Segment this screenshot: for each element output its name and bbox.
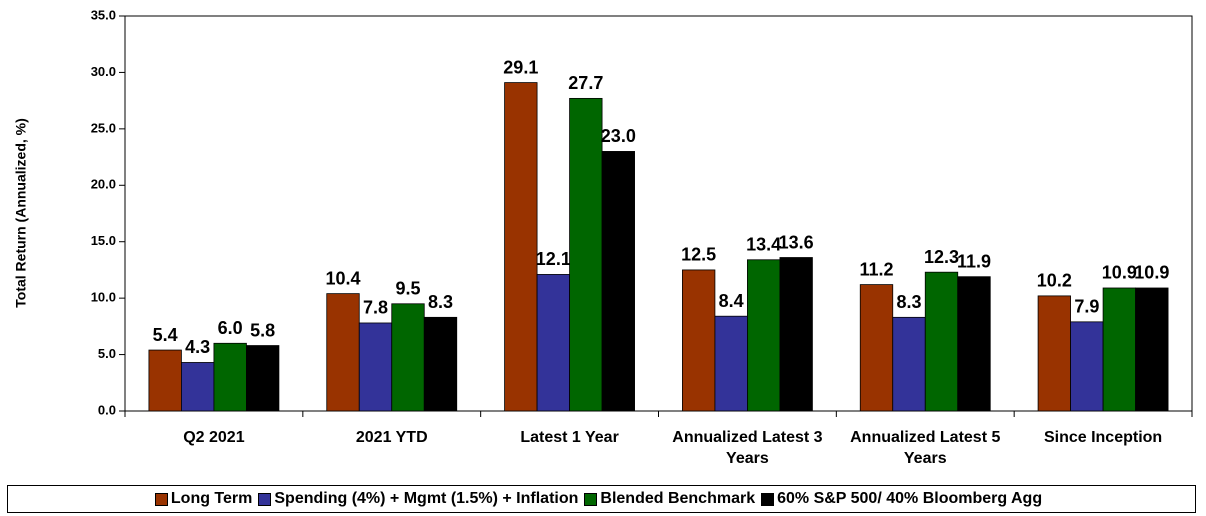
data-label: 4.3 (185, 337, 210, 357)
legend-item: Blended Benchmark (584, 490, 755, 508)
data-label: 8.3 (896, 292, 921, 312)
data-label: 9.5 (395, 279, 420, 299)
data-label: 12.3 (924, 247, 959, 267)
x-tick-label: 2021 YTD (355, 429, 428, 446)
bar (326, 293, 360, 412)
bar (569, 97, 603, 412)
data-label: 10.9 (1102, 263, 1137, 283)
data-label: 12.1 (536, 249, 571, 269)
y-tick-label: 0.0 (98, 402, 116, 417)
data-label: 13.6 (779, 232, 814, 252)
bar (504, 82, 538, 412)
y-tick-label: 20.0 (91, 177, 116, 192)
legend-item: Long Term (154, 490, 253, 508)
data-label: 8.4 (719, 291, 744, 311)
data-label: 10.2 (1037, 271, 1072, 291)
x-tick-label: Annualized Latest 5 Years (850, 429, 1001, 467)
legend-swatch (258, 492, 272, 506)
data-label: 23.0 (601, 126, 636, 146)
y-tick-label: 5.0 (98, 346, 116, 361)
data-label: 8.3 (428, 292, 453, 312)
bar (601, 151, 635, 412)
bar (536, 274, 570, 412)
bar (391, 303, 425, 412)
bar (181, 362, 215, 412)
y-tick-label: 35.0 (91, 7, 116, 22)
data-label: 11.9 (957, 251, 991, 271)
bar (358, 322, 393, 412)
data-label: 27.7 (568, 73, 603, 93)
bar (148, 349, 182, 412)
legend-swatch (584, 492, 598, 506)
bar (957, 276, 991, 412)
data-label: 7.9 (1074, 297, 1099, 317)
bar (246, 345, 280, 412)
y-tick-label: 30.0 (91, 64, 116, 79)
data-label: 29.1 (503, 57, 538, 77)
y-tick-label: 15.0 (91, 233, 116, 248)
bar (1070, 321, 1104, 412)
legend-item: 60% S&P 500/ 40% Bloomberg Agg (761, 490, 1042, 508)
plot: Total Return (Annualized, %) 0.0 5.0 10.0 1… (13, 7, 1193, 417)
bar (747, 259, 781, 412)
bar (714, 315, 748, 412)
data-label: 12.5 (681, 245, 716, 265)
y-tick-label: 10.0 (91, 290, 116, 305)
legend-item: Spending (4%) + Mgmt (1.5%) + Inflation (258, 490, 578, 508)
data-label: 5.4 (153, 325, 178, 345)
bar (859, 284, 894, 412)
bar (1135, 287, 1169, 412)
x-tick-label: Since Inception (1043, 429, 1163, 446)
x-tick-label: Latest 1 Year (520, 429, 619, 446)
data-label: 6.0 (218, 318, 243, 338)
x-tick-label: Q2 2021 (183, 429, 245, 446)
x-tick-label: Annualized Latest 3 Years (672, 429, 823, 467)
data-label: 5.8 (250, 320, 275, 340)
bar (779, 257, 813, 412)
legend-label: Blended Benchmark (600, 490, 756, 507)
legend-swatch (761, 492, 775, 506)
plot-frame (124, 15, 1193, 412)
data-label: 10.9 (1134, 263, 1169, 283)
legend-label: Long Term (170, 490, 253, 507)
bar (924, 271, 959, 412)
data-label: 10.4 (325, 268, 360, 288)
y-tick-label: 25.0 (91, 120, 116, 135)
bar (213, 342, 247, 412)
data-label: 13.4 (746, 235, 781, 255)
legend-swatch (154, 492, 168, 506)
bar (682, 269, 716, 412)
data-label: 7.8 (363, 298, 388, 318)
legend-label: Spending (4%) + Mgmt (1.5%) + Inflation (274, 490, 579, 507)
bar (423, 316, 458, 412)
bar (1102, 287, 1136, 412)
legend-label: 60% S&P 500/ 40% Bloomberg Agg (777, 490, 1043, 507)
y-axis-label: Total Return (Annualized, %) (13, 118, 29, 308)
data-label: 11.2 (859, 259, 893, 279)
legend: Long Term Spending (4%) + Mgmt (1.5%) + I… (7, 485, 1196, 513)
bar (892, 316, 926, 412)
bar (1037, 295, 1071, 412)
